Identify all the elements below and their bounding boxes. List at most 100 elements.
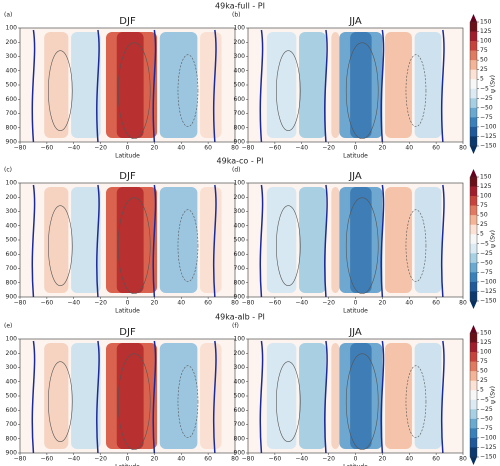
cbar-tick-label: −25 [480, 250, 493, 257]
cbar-tick-label: 150 [480, 330, 492, 337]
y-tick-label: 300 [6, 208, 18, 215]
y-tick-label: 800 [6, 279, 18, 286]
contour [117, 353, 151, 451]
panel-title: DJF [119, 16, 136, 27]
cbar-segment [470, 342, 477, 353]
cbar-tick-label: 5 [480, 76, 484, 83]
boundary [259, 29, 264, 143]
y-tick-label: 800 [234, 124, 246, 131]
cbar-segment [470, 31, 477, 42]
cbar-extend [470, 169, 477, 177]
x-tick-label: 20 [379, 300, 387, 307]
y-tick-label: 600 [234, 407, 246, 414]
y-tick-label: 400 [234, 222, 246, 229]
y-tick-label: 700 [6, 265, 18, 272]
y-tick-label: 900 [6, 294, 18, 301]
cbar-tick-label: −75 [480, 114, 493, 121]
x-tick-label: 40 [177, 300, 185, 307]
x-tick-label: 60 [204, 145, 212, 152]
y-tick-label: 100 [234, 25, 246, 32]
cbar-tick-label: −100 [480, 278, 497, 285]
shading [266, 32, 297, 138]
x-tick-label: −60 [41, 300, 54, 307]
shading [116, 343, 144, 449]
y-tick-label: 300 [234, 364, 246, 371]
y-tick-label: 200 [234, 194, 246, 201]
cbar-tick-label: −75 [480, 425, 493, 432]
row-title: 49ka-alb - PI [215, 313, 265, 322]
y-tick-label: 200 [234, 350, 246, 357]
shading [299, 343, 326, 449]
cbar-segment [470, 224, 477, 235]
cbar-segment [470, 136, 477, 147]
cbar-tick-label: 25 [480, 377, 488, 384]
x-tick-label: 0 [126, 145, 130, 152]
contour [177, 365, 199, 439]
boundary [324, 29, 328, 143]
cbar-tick-label: −25 [480, 95, 493, 102]
cbar-segment [470, 41, 477, 51]
contour [405, 365, 427, 439]
x-tick-label: 40 [405, 300, 413, 307]
y-tick-label: 400 [6, 67, 18, 74]
y-tick-label: 800 [234, 279, 246, 286]
y-tick-label: 900 [234, 139, 246, 146]
x-tick-label: −20 [322, 300, 335, 307]
cbar-tick-label: 25 [480, 66, 488, 73]
y-tick-label: 800 [234, 435, 246, 442]
shading [350, 187, 372, 293]
y-tick-label: 300 [234, 208, 246, 215]
shading [331, 187, 340, 293]
contour [276, 205, 301, 286]
cbar-segment [470, 215, 477, 225]
panel-label: (b) [232, 12, 241, 19]
boundary [212, 184, 217, 298]
shading [159, 343, 198, 449]
contour [48, 205, 73, 286]
cbar-label: ψ (Sv) [490, 386, 497, 404]
contour [177, 209, 199, 282]
x-tick-label: 60 [204, 456, 212, 463]
boundary [31, 184, 36, 298]
x-tick-label: 60 [204, 300, 212, 307]
boundary [152, 340, 157, 454]
y-tick-label: 200 [6, 39, 18, 46]
cbar-segment [470, 205, 477, 216]
shading [385, 32, 412, 138]
contour [345, 197, 379, 294]
contour [48, 50, 73, 131]
x-tick-label: 20 [151, 300, 159, 307]
cbar-segment [470, 361, 477, 372]
cbar-extend [470, 14, 477, 22]
shading [71, 32, 101, 138]
contour [405, 209, 427, 282]
y-tick-label: 400 [234, 378, 246, 385]
x-tick-label: −20 [322, 456, 335, 463]
y-tick-label: 800 [6, 124, 18, 131]
cbar-segment [470, 88, 477, 99]
y-tick-label: 700 [234, 421, 246, 428]
y-tick-label: 700 [234, 265, 246, 272]
shading [266, 187, 297, 293]
cbar-tick-label: −25 [480, 406, 493, 413]
x-tick-label: −20 [94, 456, 107, 463]
cbar-tick-label: −50 [480, 104, 493, 111]
cbar-segment [470, 60, 477, 70]
shading [44, 187, 69, 293]
cbar-segment [470, 333, 477, 343]
shading [331, 343, 340, 449]
shading [299, 187, 326, 293]
x-tick-label: −60 [269, 456, 282, 463]
shading [71, 187, 101, 293]
cbar-extend [470, 325, 477, 333]
contour [276, 361, 301, 443]
y-tick-label: 100 [234, 180, 246, 187]
x-tick-label: −60 [41, 145, 54, 152]
panel-title: JJA [348, 171, 362, 182]
x-tick-label: −60 [41, 456, 54, 463]
cbar-segment [470, 117, 477, 128]
x-tick-label: 0 [126, 456, 130, 463]
y-tick-label: 400 [234, 67, 246, 74]
y-tick-label: 700 [6, 421, 18, 428]
cbar-tick-label: 75 [480, 202, 488, 209]
